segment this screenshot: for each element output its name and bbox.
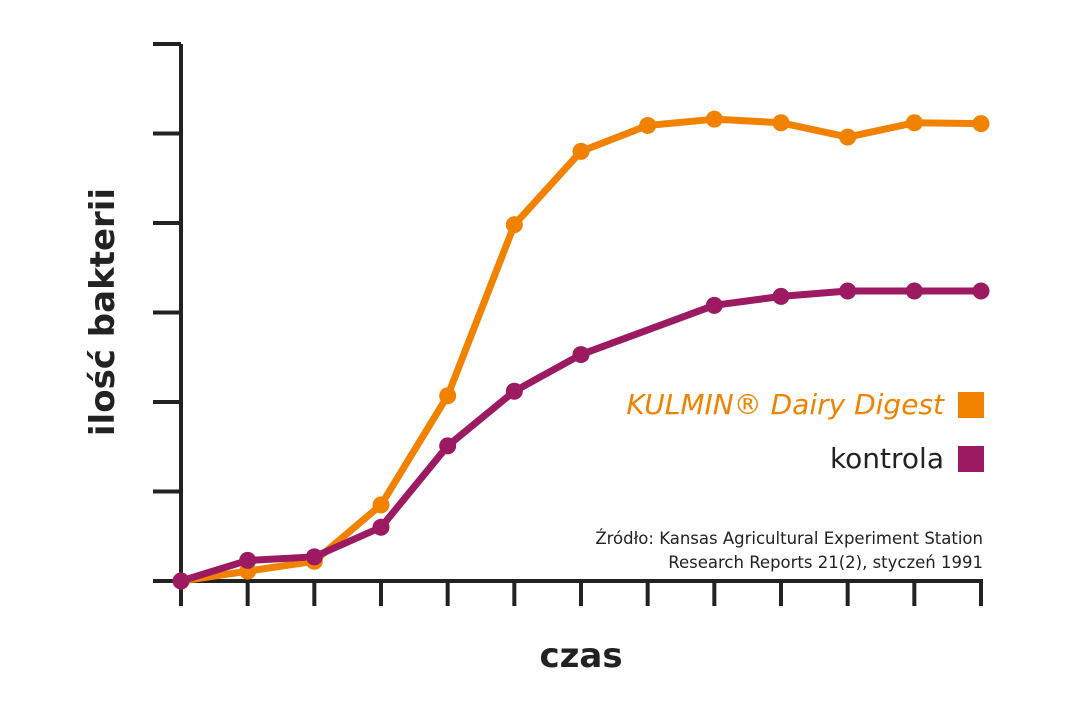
legend-label-kulmin: KULMIN® Dairy Digest [626, 388, 944, 421]
data-point-1-1 [239, 551, 257, 569]
x-axis-label: czas [539, 636, 623, 676]
data-point-1-9 [772, 287, 790, 305]
source-line-1: Źródło: Kansas Agricultural Experiment S… [595, 529, 983, 548]
data-point-0-9 [772, 114, 790, 132]
data-point-0-3 [372, 496, 390, 514]
data-point-0-4 [439, 387, 457, 405]
legend-swatch-kontrola [958, 445, 984, 472]
data-point-0-12 [972, 115, 990, 133]
data-point-0-10 [839, 128, 857, 146]
legend-swatch-kulmin [958, 391, 984, 418]
data-point-1-5 [505, 382, 523, 400]
legend-item-kontrola: kontrola [830, 442, 984, 475]
data-point-1-11 [905, 282, 923, 300]
source-line-2: Research Reports 21(2), styczeń 1991 [668, 553, 983, 572]
data-point-1-2 [305, 548, 323, 566]
legend-label-kontrola: kontrola [829, 442, 944, 475]
data-point-0-7 [639, 116, 657, 134]
data-point-0-6 [572, 142, 590, 160]
data-point-1-3 [372, 518, 390, 536]
y-axis-label: ilość bakterii [83, 187, 123, 437]
source-annotation: Źródło: Kansas Agricultural Experiment S… [595, 527, 983, 575]
data-point-1-12 [972, 282, 990, 300]
data-point-1-0 [172, 572, 190, 590]
data-point-0-11 [905, 114, 923, 132]
data-point-0-5 [505, 216, 523, 234]
data-point-1-4 [439, 437, 457, 455]
series-line-1 [179, 287, 981, 585]
legend-item-kulmin: KULMIN® Dairy Digest [626, 388, 984, 421]
data-point-1-10 [839, 282, 857, 300]
data-point-0-8 [705, 110, 723, 128]
data-point-1-8 [705, 296, 723, 314]
data-point-1-6 [572, 346, 590, 364]
